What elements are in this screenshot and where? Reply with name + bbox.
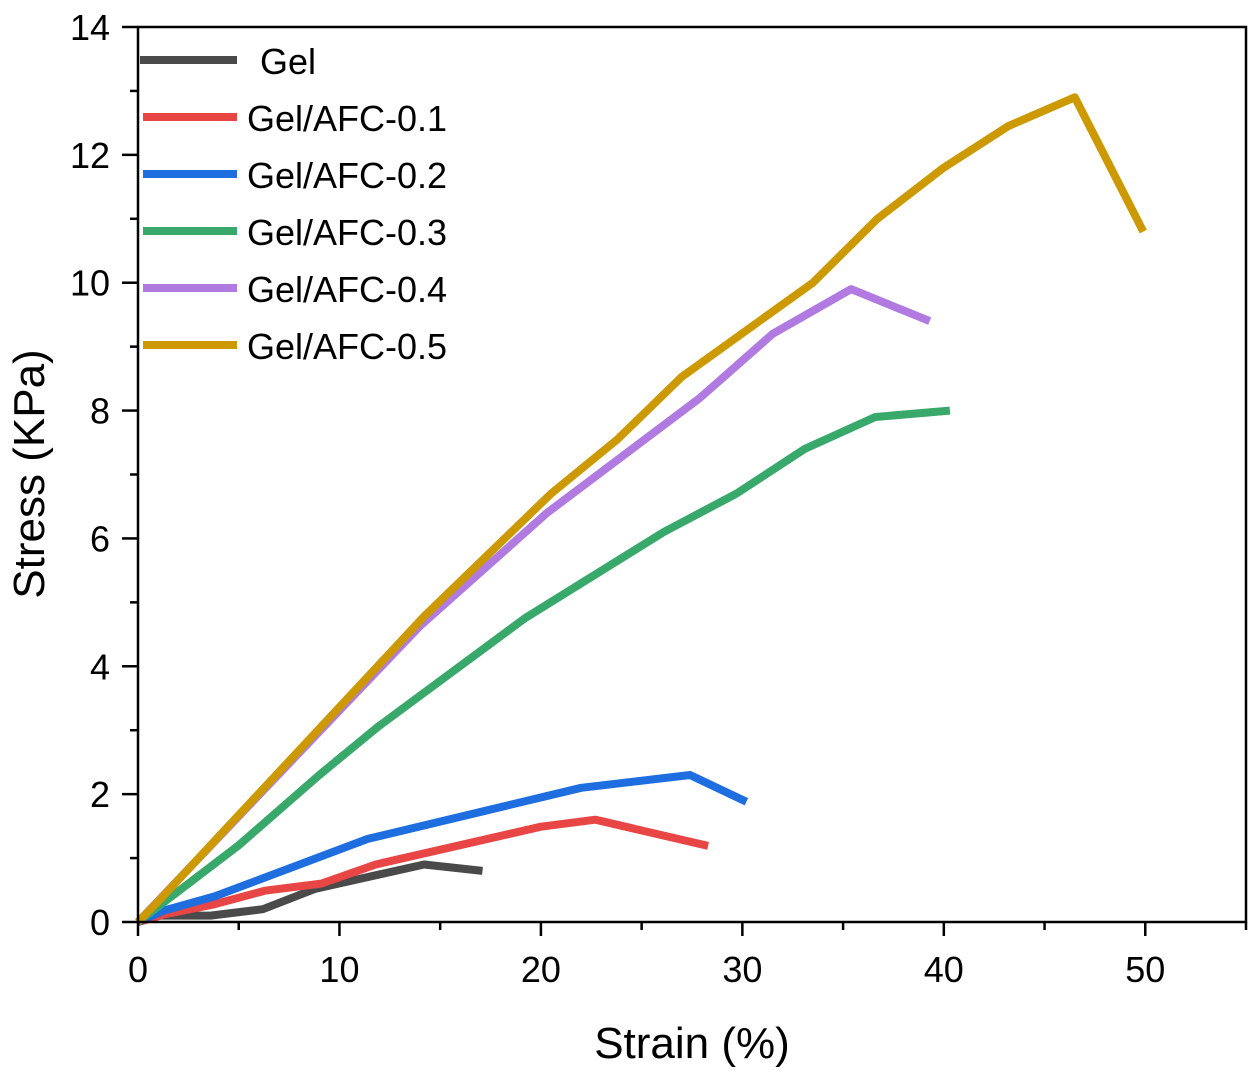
y-tick-label: 4 [90,646,110,687]
legend-item: Gel/AFC-0.1 [143,98,447,139]
y-tick-label: 14 [70,7,110,48]
legend-item: Gel/AFC-0.3 [143,212,447,253]
y-tick-label: 2 [90,774,110,815]
series-line-gel-afc-0-2 [136,771,749,926]
x-tick-label: 20 [521,949,561,990]
y-tick-label: 8 [90,391,110,432]
axes-layer: 0 10 20 30 40 50 0 2 4 6 8 10 12 14 [70,7,1248,990]
legend-label: Gel/AFC-0.3 [247,212,447,253]
y-tick-label: 6 [90,518,110,559]
y-tick-label: 10 [70,263,110,304]
legend: Gel Gel/AFC-0.1 Gel/AFC-0.2 Gel/AFC-0.3 Gel/… [140,41,447,367]
x-tick-label: 0 [128,949,148,990]
x-tick-label: 10 [319,949,359,990]
legend-item: Gel [140,41,316,82]
legend-label: Gel/AFC-0.2 [247,155,447,196]
series-line-gel-afc-0-1 [136,815,710,926]
x-tick-label: 30 [722,949,762,990]
legend-item: Gel/AFC-0.5 [143,326,447,367]
y-axis-label: Stress (KPa) [5,349,54,598]
x-tick-label: 50 [1125,949,1165,990]
series-layer [135,93,1147,926]
x-axis-label: Strain (%) [594,1019,790,1068]
x-tick-label: 40 [924,949,964,990]
series-line-gel-afc-0-3 [135,406,951,926]
legend-label: Gel [260,41,316,82]
y-tick-label: 0 [90,902,110,943]
legend-item: Gel/AFC-0.4 [143,269,447,310]
series-line-gel-afc-0-5 [135,93,1147,925]
legend-label: Gel/AFC-0.4 [247,269,447,310]
legend-item: Gel/AFC-0.2 [143,155,447,196]
legend-label: Gel/AFC-0.5 [247,326,447,367]
legend-label: Gel/AFC-0.1 [247,98,447,139]
y-tick-label: 12 [70,135,110,176]
